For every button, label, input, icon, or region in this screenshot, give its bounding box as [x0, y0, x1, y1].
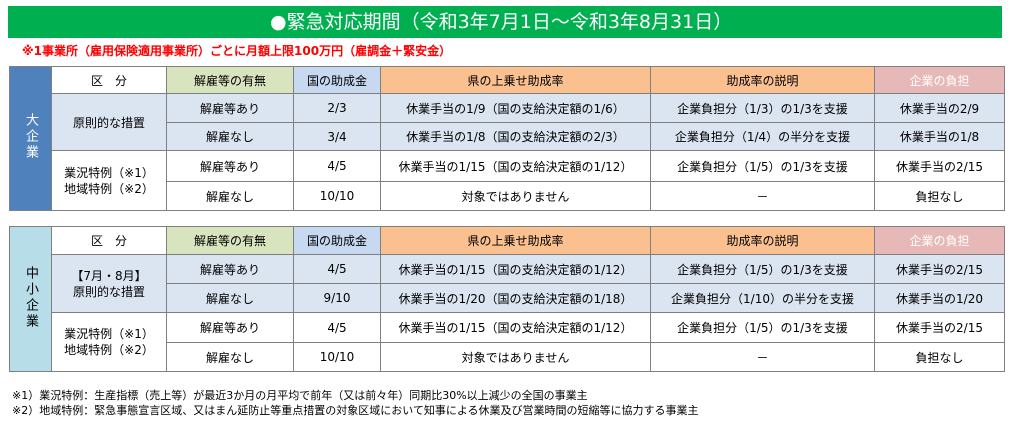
category-special-line2: 地域特例（※2）	[64, 181, 154, 196]
large-company-side-label: 大企業	[9, 66, 52, 211]
header-rate-explanation: 助成率の説明	[650, 66, 875, 94]
cell-dismissal: 解雇等あり	[166, 93, 294, 123]
cell-explanation: －	[650, 181, 875, 211]
cell-burden: 休業手当の2/9	[874, 93, 1005, 123]
cell-national: 4/5	[293, 254, 381, 284]
cell-explanation: 企業負担分（1/4）の半分を支援	[650, 122, 875, 151]
category-principle: 原則的な措置	[51, 93, 167, 151]
category-special-line1: 業況特例（※1）	[64, 165, 154, 180]
category-principle-line2: 原則的な措置	[72, 284, 145, 299]
header-dismissal: 解雇等の有無	[166, 226, 294, 255]
category-principle-line1: 【7月・8月】	[71, 268, 147, 283]
cell-dismissal: 解雇等あり	[166, 150, 294, 182]
category-special: 業況特例（※1） 地域特例（※2）	[51, 150, 167, 211]
header-national-subsidy: 国の助成金	[293, 66, 381, 94]
cell-national: 3/4	[293, 122, 381, 151]
header-prefecture-rate: 県の上乗せ助成率	[380, 226, 651, 255]
cell-burden: 休業手当の2/15	[874, 254, 1005, 284]
cell-explanation: 企業負担分（1/5）の1/3を支援	[650, 312, 875, 343]
period-banner: ●緊急対応期間（令和3年7月1日～令和3年8月31日）	[8, 6, 1002, 38]
header-company-burden: 企業の負担	[874, 66, 1005, 94]
table-row: 解雇なし 10/10 対象ではありません － 負担なし	[10, 181, 1005, 211]
header-kubun: 区 分	[51, 66, 167, 94]
cell-dismissal: 解雇なし	[166, 283, 294, 313]
category-special: 業況特例（※1） 地域特例（※2）	[51, 312, 167, 372]
table-row: 業況特例（※1） 地域特例（※2） 解雇等あり 4/5 休業手当の1/15（国の…	[10, 150, 1005, 211]
category-special-line2: 地域特例（※2）	[64, 343, 154, 357]
footnote-1: ※1）業況特例：生産指標（売上等）が最近3か月の月平均で前年（又は前々年）同期比…	[12, 389, 588, 402]
sme-table: 中小企業 区 分 解雇等の有無 国の助成金 県の上乗せ助成率 助成率の説明 企業…	[9, 226, 1005, 372]
footnote-2: ※2）地域特例：緊急事態宣言区域、又はまん延防止等重点措置の対象区域において知事…	[12, 404, 699, 417]
cell-burden: 休業手当の2/15	[874, 150, 1005, 182]
cell-explanation: 企業負担分（1/3）の1/3を支援	[650, 93, 875, 123]
table-row: 原則的な措置 解雇等あり 2/3 休業手当の1/9（国の支給決定額の1/6） 企…	[10, 93, 1005, 151]
cell-prefecture: 対象ではありません	[380, 181, 651, 211]
cell-national: 4/5	[293, 150, 381, 182]
large-company-table: 大企業 区 分 解雇等の有無 国の助成金 県の上乗せ助成率 助成率の説明 企業の…	[9, 66, 1005, 211]
cell-dismissal: 解雇なし	[166, 181, 294, 211]
table-row: 解雇なし 10/10 対象ではありません － 負担なし	[10, 342, 1005, 372]
table-row: 業況特例（※1） 地域特例（※2） 解雇等あり 4/5 休業手当の1/15（国の…	[10, 312, 1005, 372]
cell-burden: 休業手当の2/15	[874, 312, 1005, 343]
cell-burden: 負担なし	[874, 181, 1005, 211]
cell-national: 4/5	[293, 312, 381, 343]
cell-prefecture: 休業手当の1/15（国の支給決定額の1/12）	[380, 254, 651, 284]
cell-explanation: 企業負担分（1/10）の半分を支援	[650, 283, 875, 313]
cell-prefecture: 休業手当の1/15（国の支給決定額の1/12）	[380, 312, 651, 343]
category-special-line1: 業況特例（※1）	[64, 327, 154, 341]
header-prefecture-rate: 県の上乗せ助成率	[380, 66, 651, 94]
cell-prefecture: 休業手当の1/9（国の支給決定額の1/6）	[380, 93, 651, 123]
cell-explanation: －	[650, 342, 875, 372]
cell-prefecture: 休業手当の1/8（国の支給決定額の2/3）	[380, 122, 651, 151]
cell-prefecture: 休業手当の1/15（国の支給決定額の1/12）	[380, 150, 651, 182]
table-row: 解雇なし 3/4 休業手当の1/8（国の支給決定額の2/3） 企業負担分（1/4…	[10, 122, 1005, 151]
cell-dismissal: 解雇等あり	[166, 254, 294, 284]
cap-note: ※1事業所（雇用保険適用事業所）ごとに月額上限100万円（雇調金＋緊安金）	[22, 44, 452, 58]
header-rate-explanation: 助成率の説明	[650, 226, 875, 255]
cell-national: 10/10	[293, 342, 381, 372]
cell-dismissal: 解雇なし	[166, 122, 294, 151]
cell-prefecture: 対象ではありません	[380, 342, 651, 372]
cell-explanation: 企業負担分（1/5）の1/3を支援	[650, 150, 875, 182]
cell-national: 2/3	[293, 93, 381, 123]
header-kubun: 区 分	[51, 226, 167, 255]
table-row: 解雇なし 9/10 休業手当の1/20（国の支給決定額の1/18） 企業負担分（…	[10, 283, 1005, 313]
header-dismissal: 解雇等の有無	[166, 66, 294, 94]
cell-burden: 休業手当の1/20	[874, 283, 1005, 313]
cell-dismissal: 解雇なし	[166, 342, 294, 372]
cell-dismissal: 解雇等あり	[166, 312, 294, 343]
cell-prefecture: 休業手当の1/20（国の支給決定額の1/18）	[380, 283, 651, 313]
cell-burden: 休業手当の1/8	[874, 122, 1005, 151]
sme-side-label: 中小企業	[9, 226, 52, 372]
header-company-burden: 企業の負担	[874, 226, 1005, 255]
cell-national: 10/10	[293, 181, 381, 211]
header-national-subsidy: 国の助成金	[293, 226, 381, 255]
cell-burden: 負担なし	[874, 342, 1005, 372]
cell-explanation: 企業負担分（1/5）の1/3を支援	[650, 254, 875, 284]
table-row: 【7月・8月】 原則的な措置 解雇等あり 4/5 休業手当の1/15（国の支給決…	[10, 254, 1005, 313]
cell-national: 9/10	[293, 283, 381, 313]
category-principle: 【7月・8月】 原則的な措置	[51, 254, 167, 313]
